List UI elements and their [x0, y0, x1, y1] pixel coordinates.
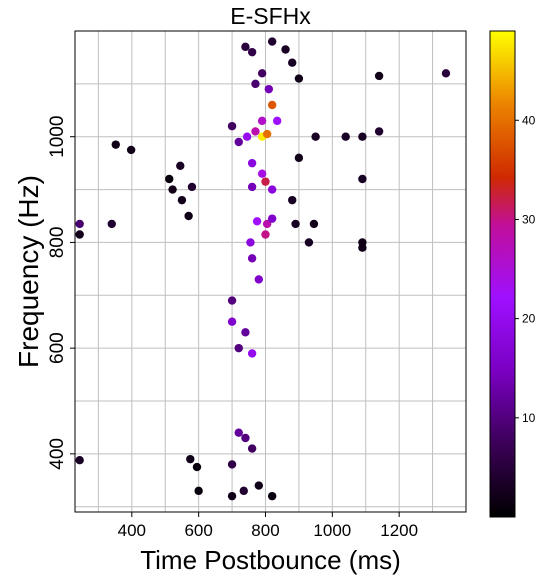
scatter-point [239, 486, 248, 496]
scatter-point [247, 182, 257, 192]
scatter-point [267, 185, 277, 194]
scatter-point [227, 317, 237, 326]
scatter-point [247, 47, 257, 57]
scatter-point [241, 328, 250, 337]
x-tick-label: 800 [251, 521, 279, 540]
y-axis-ticks: 400 600 800 1000 [47, 116, 75, 470]
scatter-point [358, 243, 367, 252]
scatter-point [107, 219, 116, 229]
scatter-point [267, 214, 277, 223]
x-axis-ticks: 400 600 800 1000 1200 [118, 512, 418, 540]
colorbar-tick-label: 30 [522, 212, 536, 226]
scatter-point [261, 230, 270, 239]
scatter-point [254, 481, 264, 490]
y-tick-label: 1000 [47, 116, 68, 158]
scatter-point [257, 69, 267, 78]
scatter-point [309, 219, 319, 229]
scatter-point [358, 132, 367, 141]
scatter-point [288, 58, 297, 67]
scatter-point [227, 460, 237, 469]
scatter-point [247, 349, 257, 358]
scatter-point [247, 444, 257, 453]
scatter-point [341, 132, 350, 141]
y-axis-label: Frequency (Hz) [13, 175, 44, 368]
colorbar-tick-label: 40 [522, 113, 536, 127]
scatter-point [234, 428, 243, 437]
scatter-point [241, 42, 250, 52]
scatter-point [111, 140, 120, 149]
scatter-point [291, 219, 300, 229]
scatter-point [441, 69, 451, 78]
scatter-point [358, 174, 367, 184]
scatter-point [234, 137, 243, 147]
scatter-point [247, 158, 257, 168]
scatter-point [246, 238, 255, 247]
scatter-point [227, 121, 237, 131]
scatter-point [261, 177, 270, 186]
scatter-point [192, 462, 202, 472]
y-tick-label: 400 [47, 438, 68, 470]
scatter-point [168, 185, 177, 194]
scatter-point [165, 174, 174, 184]
plot-frame [74, 30, 467, 513]
scatter-point [247, 254, 257, 263]
scatter-point [264, 84, 274, 94]
scatter-point [184, 211, 193, 221]
scatter-point [304, 238, 314, 247]
scatter-point [242, 132, 252, 141]
scatter-point [267, 491, 277, 501]
scatter-point [262, 129, 272, 139]
scatter-point [254, 275, 264, 284]
scatter-point [126, 145, 136, 155]
scatter-point [252, 217, 262, 226]
x-tick-label: 1000 [313, 521, 351, 540]
x-tick-label: 400 [118, 521, 146, 540]
scatter-point [251, 127, 260, 136]
scatter-point [187, 182, 197, 192]
y-tick-label: 600 [47, 332, 68, 364]
scatter-point [257, 116, 267, 126]
plot-points [75, 37, 451, 501]
y-tick-label: 800 [47, 227, 68, 259]
x-tick-label: 1200 [380, 521, 418, 540]
scatter-point [262, 219, 272, 229]
scatter-point [234, 343, 243, 353]
plot-grid [75, 31, 466, 512]
scatter-point [294, 153, 304, 163]
colorbar-ticks: 10 20 30 40 [515, 113, 536, 425]
x-axis-label: Time Postbounce (ms) [140, 545, 401, 575]
scatter-point [257, 169, 267, 178]
colorbar-tick-label: 10 [522, 411, 536, 425]
scatter-point [288, 195, 297, 205]
scatter-point [272, 116, 282, 126]
scatter-point [227, 491, 237, 501]
scatter-point [374, 71, 384, 81]
scatter-point [177, 195, 187, 205]
colorbar-tick-label: 20 [522, 312, 536, 326]
scatter-point [75, 219, 84, 229]
scatter-point [281, 45, 290, 54]
scatter-point [294, 74, 304, 83]
chart-title: E-SFHx [230, 3, 311, 29]
scatter-point [241, 433, 250, 443]
scatter-point [176, 161, 185, 170]
scatter-point [267, 37, 277, 46]
scatter-point [267, 100, 277, 110]
scatter-point [311, 132, 320, 141]
scatter-point [251, 79, 260, 89]
scatter-point [194, 486, 203, 496]
scatter-point [75, 230, 84, 239]
plot-background [75, 31, 466, 512]
scatter-point [186, 454, 195, 464]
scatter-point [374, 127, 384, 136]
colorbar [489, 30, 516, 518]
scatter-point [75, 456, 84, 465]
scatter-point [227, 296, 237, 305]
x-tick-label: 600 [184, 521, 212, 540]
